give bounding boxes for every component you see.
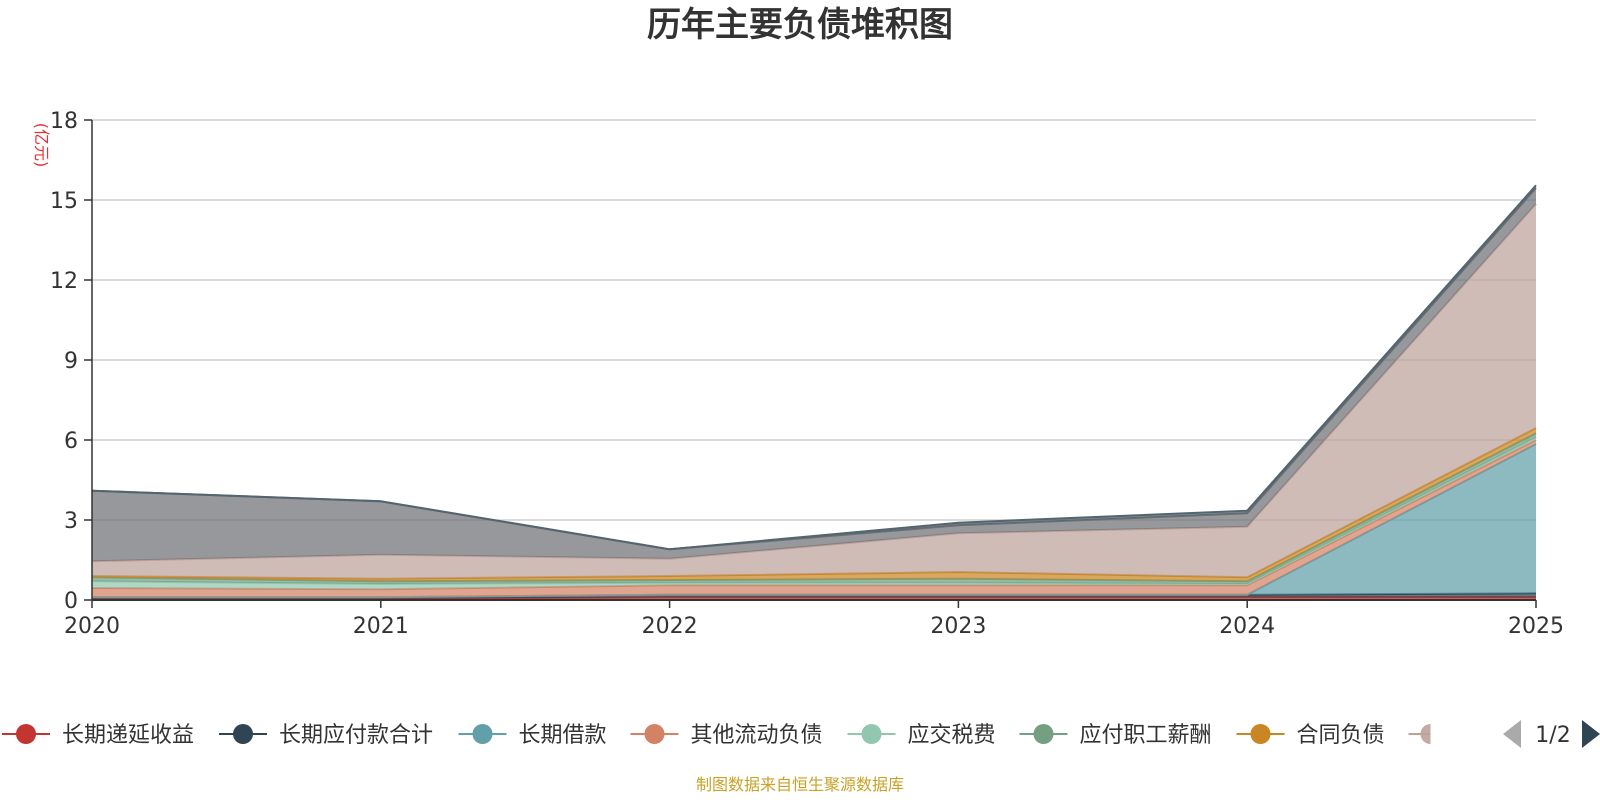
x-tick-label: 2022 (642, 614, 698, 639)
legend-prev-page-icon[interactable] (1503, 720, 1521, 748)
legend-item-1[interactable]: 长期应付款合计 (219, 723, 433, 748)
legend-marker-dot (861, 724, 882, 744)
legend-item-partial (1408, 724, 1431, 744)
legend-item-6[interactable]: 合同负债 (1236, 723, 1385, 748)
x-tick-label: 2024 (1219, 614, 1275, 639)
y-tick-label: 9 (64, 349, 78, 374)
x-tick-label: 2025 (1508, 614, 1564, 639)
legend-item-2[interactable]: 长期借款 (458, 723, 607, 748)
x-tick-label: 2020 (64, 614, 120, 639)
legend-item-0[interactable]: 长期递延收益 (2, 723, 194, 748)
y-tick-label: 15 (50, 189, 78, 214)
legend-marker-dot (233, 724, 253, 744)
y-tick-label: 18 (50, 109, 78, 134)
legend-label: 其他流动负债 (691, 723, 823, 748)
y-tick-label: 3 (64, 509, 78, 534)
legend-label: 长期借款 (519, 723, 607, 748)
axes: 0 3 6 9 12 15 18 2020 2021 2022 2023 2024 2025 (50, 109, 1564, 639)
legend-marker-dot (1420, 724, 1431, 744)
legend-page-indicator: 1/2 (1535, 723, 1570, 748)
legend-label: 长期应付款合计 (279, 723, 433, 748)
legend-label: 长期递延收益 (62, 723, 194, 748)
legend-marker-dot (1033, 724, 1054, 744)
legend: 长期递延收益 长期应付款合计 长期借款 其他流动负债 应交税费 应付职工薪酬 合同负债 (2, 723, 1431, 748)
legend-label: 合同负债 (1297, 723, 1385, 748)
y-tick-label: 0 (64, 589, 78, 614)
area-series-group (91, 184, 1537, 600)
area-line-9 (91, 184, 1537, 551)
legend-label: 应付职工薪酬 (1080, 723, 1212, 748)
x-tick-label: 2023 (930, 614, 986, 639)
y-axis-unit-label: (亿元) (32, 123, 51, 168)
legend-marker-dot (644, 724, 665, 744)
area-series-8 (92, 188, 1536, 562)
legend-next-page-icon[interactable] (1582, 720, 1600, 748)
y-tick-label: 6 (64, 429, 78, 454)
legend-label: 应交税费 (908, 723, 996, 748)
legend-pager: 1/2 (1503, 720, 1600, 748)
legend-marker-dot (1250, 724, 1271, 744)
area-series-2 (92, 444, 1536, 598)
y-tick-label: 12 (50, 269, 78, 294)
legend-marker-dot (16, 724, 36, 744)
chart-title: 历年主要负债堆积图 (647, 5, 953, 45)
source-note: 制图数据来自恒生聚源数据库 (696, 775, 904, 794)
x-tick-label: 2021 (353, 614, 409, 639)
legend-item-4[interactable]: 应交税费 (847, 723, 996, 748)
legend-item-3[interactable]: 其他流动负债 (630, 723, 823, 748)
legend-item-5[interactable]: 应付职工薪酬 (1019, 723, 1212, 748)
legend-marker-dot (472, 724, 493, 744)
